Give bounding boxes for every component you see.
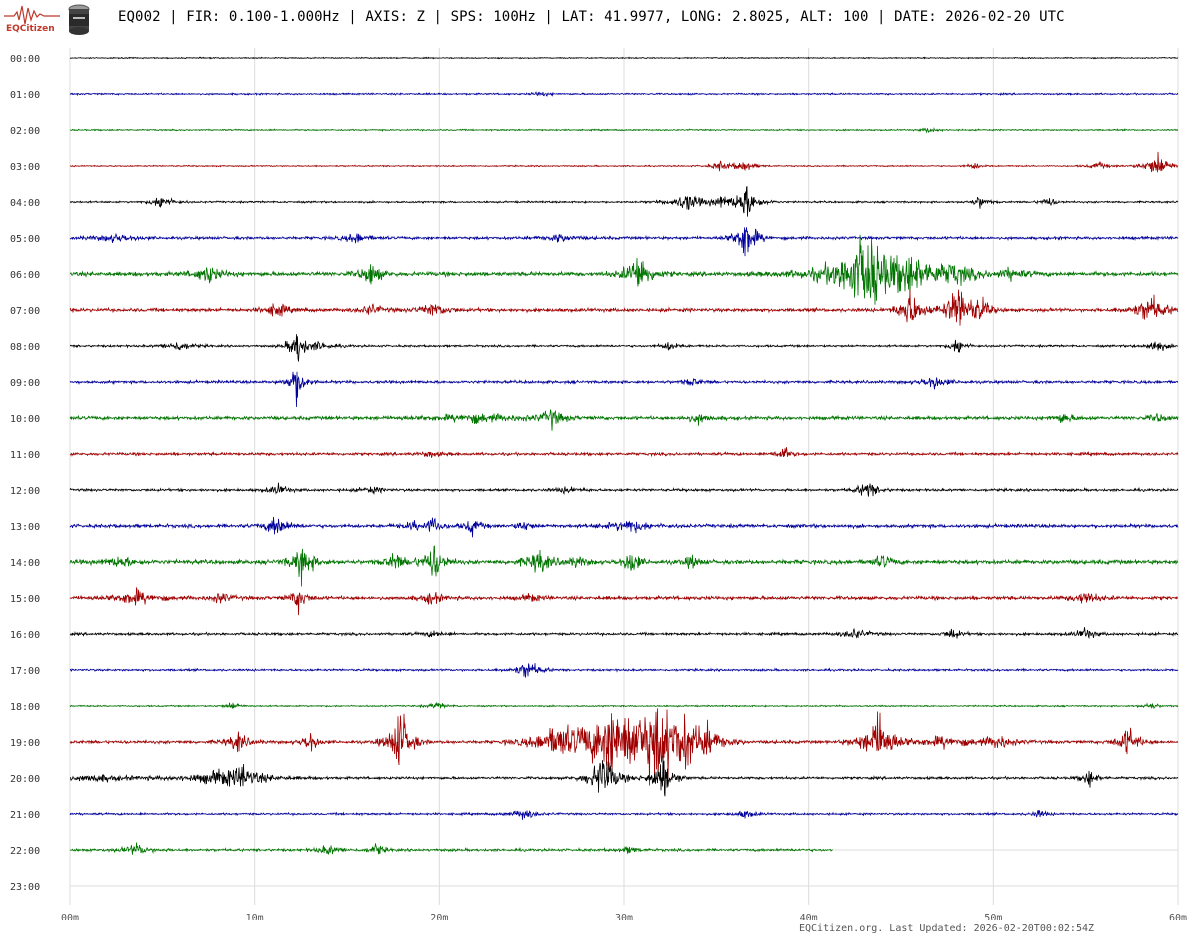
sensor-canister-icon <box>68 4 90 40</box>
x-tick-label: 30m <box>615 913 633 920</box>
seismic-trace-0500 <box>69 227 1179 257</box>
seismic-trace-0900 <box>69 371 1179 408</box>
seismic-trace-1300 <box>69 516 1179 538</box>
seismic-trace-1600 <box>69 627 1179 640</box>
hour-label: 23:00 <box>10 882 40 893</box>
hour-label: 09:00 <box>10 378 40 389</box>
hour-label: 14:00 <box>10 558 40 569</box>
hour-label: 12:00 <box>10 486 40 497</box>
seismic-trace-0400 <box>69 186 1179 217</box>
hour-label: 01:00 <box>10 90 40 101</box>
seismic-trace-0300 <box>69 151 1179 173</box>
seismic-trace-0100 <box>69 91 1179 97</box>
last-updated-footer: EQCitizen.org. Last Updated: 2026-02-20T… <box>799 923 1095 934</box>
hour-label: 05:00 <box>10 234 40 245</box>
x-tick-label: 40m <box>800 913 818 920</box>
hour-label: 21:00 <box>10 810 40 821</box>
hour-label: 15:00 <box>10 594 40 605</box>
seismograph-icon <box>4 2 60 30</box>
seismic-trace-1500 <box>69 586 1178 616</box>
hour-label: 06:00 <box>10 270 40 281</box>
x-tick-label: 10m <box>246 913 264 920</box>
hour-label: 03:00 <box>10 162 40 173</box>
hour-label: 20:00 <box>10 774 40 785</box>
seismic-trace-1200 <box>69 482 1179 497</box>
hour-label: 02:00 <box>10 126 40 137</box>
hour-label: 11:00 <box>10 450 40 461</box>
hour-label: 10:00 <box>10 414 40 425</box>
hour-label: 16:00 <box>10 630 40 641</box>
x-tick-label: 50m <box>984 913 1002 920</box>
trace-group <box>69 56 1179 855</box>
hour-label: 22:00 <box>10 846 40 857</box>
seismic-trace-1900 <box>69 708 1179 786</box>
seismic-trace-1100 <box>69 447 1179 458</box>
seismic-trace-0800 <box>70 334 1179 362</box>
hour-label: 08:00 <box>10 342 40 353</box>
seismic-trace-2200 <box>69 842 833 855</box>
x-tick-label: 60m <box>1169 913 1187 920</box>
seismic-trace-1400 <box>69 545 1179 587</box>
seismic-trace-1800 <box>69 701 1179 710</box>
seismic-trace-2000 <box>70 755 1179 797</box>
hour-label: 17:00 <box>10 666 40 677</box>
hour-label: 18:00 <box>10 702 40 713</box>
hour-label: 00:00 <box>10 54 40 65</box>
seismogram-chart: 00m 10m 20m 30m 40m 50m 60m 00:00 01:00 02:00 03:0… <box>10 48 1187 920</box>
seismic-trace-0600 <box>69 234 1179 305</box>
x-tick-label: 20m <box>430 913 448 920</box>
seismic-trace-0700 <box>69 289 1179 326</box>
seismic-trace-0000 <box>69 56 1179 60</box>
seismic-trace-2100 <box>69 809 1179 820</box>
seismic-trace-1700 <box>69 662 1179 678</box>
logo-text: EQCitizen <box>6 24 55 34</box>
seismic-trace-1000 <box>69 409 1179 431</box>
hour-label: 19:00 <box>10 738 40 749</box>
page-title: EQ002 | FIR: 0.100-1.000Hz | AXIS: Z | S… <box>118 9 1065 25</box>
hour-label: 07:00 <box>10 306 40 317</box>
seismic-trace-0200 <box>69 127 1179 134</box>
hour-label: 13:00 <box>10 522 40 533</box>
hour-label: 04:00 <box>10 198 40 209</box>
axis-labels: 00m 10m 20m 30m 40m 50m 60m 00:00 01:00 02:00 03:0… <box>10 54 1187 920</box>
x-tick-label: 00m <box>61 913 79 920</box>
